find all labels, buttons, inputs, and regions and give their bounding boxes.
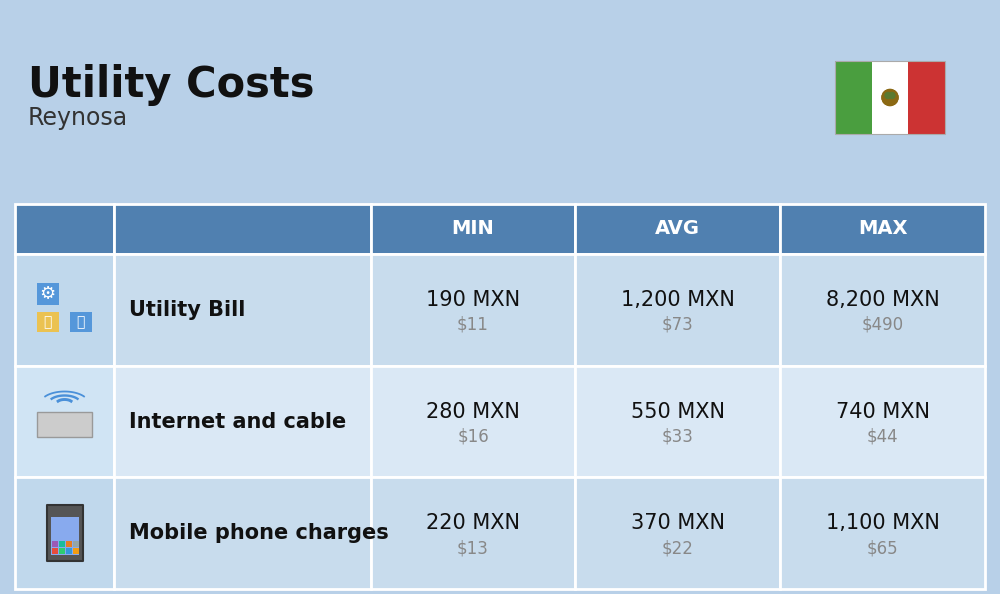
Circle shape bbox=[882, 90, 898, 106]
Text: 190 MXN: 190 MXN bbox=[426, 290, 520, 310]
Bar bbox=[575, 254, 780, 366]
Bar bbox=[51, 517, 79, 555]
Text: 280 MXN: 280 MXN bbox=[426, 402, 520, 422]
Text: $11: $11 bbox=[457, 316, 489, 334]
Text: $73: $73 bbox=[662, 316, 694, 334]
Bar bbox=[835, 61, 872, 134]
Bar bbox=[66, 541, 72, 547]
Bar bbox=[66, 548, 72, 554]
Bar bbox=[114, 366, 371, 478]
Text: Utility Costs: Utility Costs bbox=[28, 64, 314, 106]
Bar bbox=[371, 254, 575, 366]
Text: 220 MXN: 220 MXN bbox=[426, 513, 520, 533]
Bar bbox=[47, 505, 83, 561]
Text: 1,100 MXN: 1,100 MXN bbox=[826, 513, 940, 533]
Bar bbox=[15, 204, 114, 254]
Bar bbox=[371, 478, 575, 589]
Bar bbox=[835, 61, 945, 134]
Bar bbox=[37, 312, 59, 332]
Text: MIN: MIN bbox=[452, 220, 494, 239]
Bar bbox=[575, 204, 780, 254]
Circle shape bbox=[889, 93, 895, 99]
Bar bbox=[575, 478, 780, 589]
Bar bbox=[114, 254, 371, 366]
Bar bbox=[59, 548, 65, 554]
Bar bbox=[575, 366, 780, 478]
Bar bbox=[780, 254, 985, 366]
Bar bbox=[52, 541, 58, 547]
Bar bbox=[52, 548, 58, 554]
Circle shape bbox=[882, 90, 898, 106]
Text: 🔌: 🔌 bbox=[43, 315, 52, 329]
Bar bbox=[70, 312, 92, 332]
Bar bbox=[73, 548, 79, 554]
Bar bbox=[872, 61, 908, 134]
Text: $33: $33 bbox=[662, 428, 694, 446]
Text: $22: $22 bbox=[662, 539, 694, 557]
Bar bbox=[371, 366, 575, 478]
Text: $16: $16 bbox=[457, 428, 489, 446]
Text: AVG: AVG bbox=[655, 220, 700, 239]
Text: Mobile phone charges: Mobile phone charges bbox=[129, 523, 389, 543]
Bar bbox=[15, 254, 114, 366]
Circle shape bbox=[885, 93, 891, 99]
Bar bbox=[780, 204, 985, 254]
Text: 370 MXN: 370 MXN bbox=[631, 513, 725, 533]
Bar bbox=[114, 204, 371, 254]
Bar bbox=[37, 283, 59, 305]
Text: $490: $490 bbox=[862, 316, 904, 334]
Text: Internet and cable: Internet and cable bbox=[129, 412, 346, 431]
Bar bbox=[59, 541, 65, 547]
Text: 550 MXN: 550 MXN bbox=[631, 402, 725, 422]
Bar bbox=[15, 478, 114, 589]
Text: Utility Bill: Utility Bill bbox=[129, 300, 246, 320]
Text: 8,200 MXN: 8,200 MXN bbox=[826, 290, 939, 310]
Text: ⚙: ⚙ bbox=[40, 285, 56, 303]
Bar bbox=[371, 204, 575, 254]
Bar bbox=[15, 366, 114, 478]
Bar bbox=[73, 541, 79, 547]
Bar bbox=[908, 61, 945, 134]
Bar bbox=[37, 412, 92, 437]
Text: $44: $44 bbox=[867, 428, 898, 446]
Text: MAX: MAX bbox=[858, 220, 907, 239]
Text: 1,200 MXN: 1,200 MXN bbox=[621, 290, 735, 310]
Bar bbox=[780, 366, 985, 478]
Text: 740 MXN: 740 MXN bbox=[836, 402, 930, 422]
Text: $65: $65 bbox=[867, 539, 898, 557]
Text: Reynosa: Reynosa bbox=[28, 106, 128, 130]
Text: 💧: 💧 bbox=[76, 315, 85, 329]
Text: $13: $13 bbox=[457, 539, 489, 557]
Bar bbox=[780, 478, 985, 589]
Bar bbox=[114, 478, 371, 589]
